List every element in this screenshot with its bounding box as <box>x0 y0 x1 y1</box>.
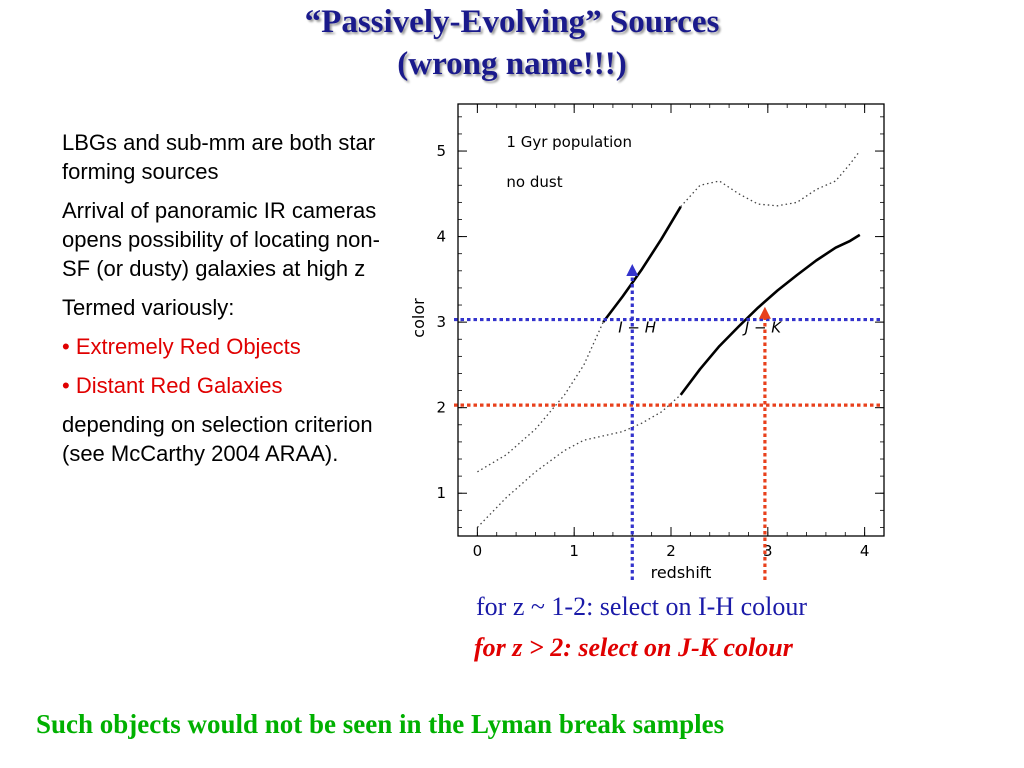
x-tick-label: 4 <box>860 542 870 560</box>
guide-arrowhead-red <box>758 306 771 319</box>
bullet-drg: • Distant Red Galaxies <box>62 371 392 400</box>
bullet-ero: • Extremely Red Objects <box>62 332 392 361</box>
slide-title-line2: (wrong name!!!) <box>397 46 627 82</box>
paragraph-depending: depending on selection criterion (see Mc… <box>62 412 373 466</box>
y-tick-label: 4 <box>436 228 446 246</box>
y-tick-label: 2 <box>436 399 446 417</box>
x-tick-label: 3 <box>763 542 773 560</box>
series-jk-dotted <box>476 394 682 528</box>
series-ih-solid <box>602 206 682 323</box>
guide-arrowhead-blue <box>626 263 639 276</box>
caption-jk-selection: for z > 2: select on J-K colour <box>474 633 793 662</box>
paragraph-termed: Termed variously: <box>62 295 235 320</box>
y-tick-label: 5 <box>436 142 446 160</box>
paragraph-lbgs: LBGs and sub-mm are both star forming so… <box>62 130 376 184</box>
series-ih-dotted <box>477 321 604 473</box>
annotation-dust: no dust <box>506 173 562 191</box>
y-tick-label: 1 <box>436 484 446 502</box>
x-tick-label: 1 <box>569 542 579 560</box>
series-ih-label: I − H <box>618 318 656 336</box>
caption-ih-selection: for z ~ 1-2: select on I-H colour <box>476 592 808 621</box>
x-tick-label: 2 <box>666 542 676 560</box>
x-tick-label: 0 <box>473 542 483 560</box>
bullet-marker: • <box>62 373 76 398</box>
color-redshift-chart: 0 1 2 3 4 1 2 3 4 5 redshift color 1 Gyr population n… <box>409 103 885 582</box>
series-jk-solid <box>679 233 861 396</box>
y-axis-label: color <box>409 298 428 338</box>
y-tick-label: 3 <box>436 313 446 331</box>
chart-plot-area: 0 1 2 3 4 1 2 3 4 5 redshift color 1 Gyr population n… <box>409 103 885 582</box>
series-jk-label: J − K <box>742 318 783 336</box>
series-ih-dotted-end <box>680 150 861 208</box>
bullet-ero-text: Extremely Red Objects <box>75 334 301 359</box>
bullet-drg-text: Distant Red Galaxies <box>75 373 283 398</box>
footer-statement: Such objects would not be seen in the Ly… <box>36 709 725 739</box>
slide-title-line1: “Passively-Evolving” Sources <box>304 4 720 40</box>
x-axis-label: redshift <box>651 563 712 582</box>
paragraph-arrival: Arrival of panoramic IR cameras opens po… <box>62 198 380 281</box>
bullet-marker: • <box>62 334 76 359</box>
annotation-population: 1 Gyr population <box>506 133 632 151</box>
bullet-text-block: LBGs and sub-mm are both star forming so… <box>62 128 392 478</box>
